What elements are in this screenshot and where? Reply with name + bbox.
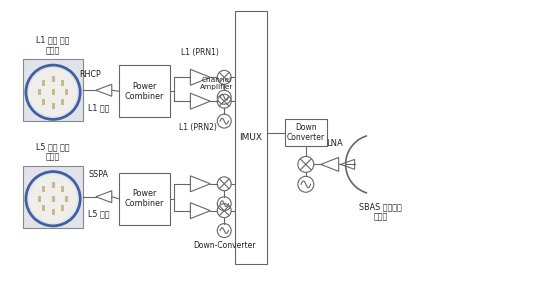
Bar [42, 99, 45, 105]
Circle shape [30, 175, 76, 222]
Bar [42, 80, 45, 86]
Text: RHCP: RHCP [79, 70, 101, 79]
Text: L5 대역: L5 대역 [88, 210, 109, 219]
Bar [65, 196, 68, 202]
Bar [119, 173, 171, 225]
Bar [65, 89, 68, 95]
Text: Power
Combiner: Power Combiner [125, 189, 164, 208]
Text: L5 대역 배열
안테나: L5 대역 배열 안테나 [36, 142, 70, 162]
Bar [51, 76, 55, 82]
Text: SBAS 상향링크
안테나: SBAS 상향링크 안테나 [359, 202, 402, 222]
Bar [61, 186, 64, 192]
Bar [51, 89, 55, 95]
Circle shape [30, 69, 76, 116]
Bar [119, 65, 171, 117]
Text: L1 대역 배열
안테나: L1 대역 배열 안테나 [36, 36, 70, 55]
Text: IMUX: IMUX [240, 133, 262, 142]
Bar [51, 182, 55, 188]
Bar [42, 205, 45, 211]
Bar [61, 205, 64, 211]
Bar [61, 80, 64, 86]
Bar [51, 103, 55, 109]
Bar [38, 89, 41, 95]
Bar [285, 119, 327, 146]
Text: Channel
Amplifier: Channel Amplifier [199, 77, 233, 90]
Text: Down-Converter: Down-Converter [193, 241, 255, 250]
Bar [235, 11, 267, 264]
Bar [61, 99, 64, 105]
Text: L1 (PRN2): L1 (PRN2) [179, 123, 217, 132]
Bar [23, 166, 83, 228]
Text: L1 (PRN1): L1 (PRN1) [182, 48, 220, 57]
Text: Power
Combiner: Power Combiner [125, 82, 164, 101]
Bar [38, 196, 41, 202]
Text: LNA: LNA [326, 139, 343, 148]
Text: Down
Converter: Down Converter [287, 123, 325, 142]
Bar [51, 209, 55, 215]
Bar [23, 59, 83, 121]
Bar [51, 196, 55, 202]
Text: SSPA: SSPA [89, 170, 109, 179]
Text: L1 대역: L1 대역 [88, 103, 109, 112]
Bar [42, 186, 45, 192]
